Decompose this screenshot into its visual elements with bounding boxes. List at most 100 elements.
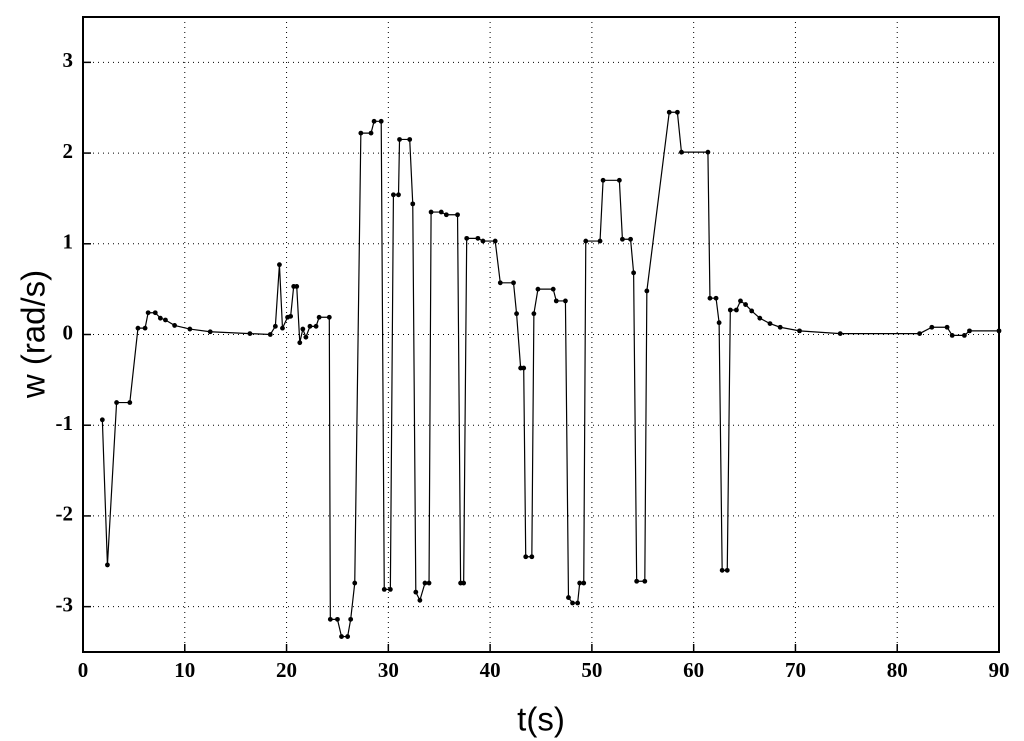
data-point xyxy=(581,580,587,586)
data-point xyxy=(707,295,713,301)
data-point xyxy=(797,328,802,334)
data-point xyxy=(511,280,516,286)
data-point xyxy=(145,310,151,316)
data-point xyxy=(620,236,625,242)
data-point xyxy=(438,209,444,215)
data-point xyxy=(327,616,333,622)
data-point xyxy=(163,317,168,323)
data-point xyxy=(757,315,763,321)
data-point xyxy=(461,580,467,586)
x-tick-label: 80 xyxy=(887,658,908,682)
data-point xyxy=(288,313,294,319)
data-point xyxy=(127,400,133,405)
data-point xyxy=(352,580,358,586)
data-point xyxy=(553,298,559,304)
data-point xyxy=(277,262,282,268)
data-point xyxy=(642,578,648,584)
data-point xyxy=(634,578,640,584)
data-point xyxy=(492,238,498,244)
data-point xyxy=(187,326,193,332)
data-point xyxy=(713,295,719,301)
y-axis-label: w (rad/s) xyxy=(15,270,52,399)
data-point xyxy=(705,149,711,155)
data-point xyxy=(666,109,672,115)
data-point xyxy=(917,331,923,336)
data-point xyxy=(529,554,535,560)
data-point xyxy=(749,308,755,314)
y-tick-label: -1 xyxy=(56,411,74,435)
data-point xyxy=(497,280,503,286)
data-point xyxy=(114,400,119,405)
data-point xyxy=(583,238,589,244)
data-point xyxy=(644,288,650,294)
y-tick-label: 1 xyxy=(63,230,74,254)
data-point xyxy=(358,130,364,136)
data-point xyxy=(300,326,306,332)
data-point xyxy=(378,118,384,124)
data-point xyxy=(767,321,773,327)
data-point xyxy=(719,567,725,573)
data-point xyxy=(316,314,322,320)
data-point xyxy=(674,109,680,115)
data-point xyxy=(443,212,449,218)
x-tick-label: 0 xyxy=(78,658,89,682)
data-point xyxy=(475,235,481,241)
data-point xyxy=(335,616,340,622)
data-point xyxy=(267,332,273,337)
data-point xyxy=(345,634,351,639)
data-point xyxy=(272,323,278,329)
x-tick-label: 90 xyxy=(989,658,1010,682)
data-point xyxy=(531,311,537,317)
data-point xyxy=(777,324,783,330)
data-point xyxy=(381,587,387,592)
data-point xyxy=(313,323,319,329)
data-point xyxy=(391,192,396,198)
data-point xyxy=(422,580,428,586)
x-tick-label: 70 xyxy=(785,658,806,682)
data-point xyxy=(105,562,110,568)
data-point xyxy=(410,201,416,207)
x-tick-label: 20 xyxy=(276,658,297,682)
data-point xyxy=(523,554,529,560)
plot xyxy=(99,109,1002,639)
data-point xyxy=(303,334,309,340)
y-tick-label: 0 xyxy=(63,320,74,344)
data-point xyxy=(577,580,583,586)
data-point xyxy=(387,587,393,592)
data-point xyxy=(371,118,377,124)
data-point xyxy=(734,307,739,313)
data-point xyxy=(99,417,105,423)
data-point xyxy=(514,311,519,317)
data-point xyxy=(550,286,556,292)
data-point xyxy=(566,595,571,600)
data-point xyxy=(455,212,460,218)
data-point xyxy=(152,310,158,316)
data-point xyxy=(135,325,141,331)
data-point xyxy=(628,236,633,242)
data-point xyxy=(172,323,178,328)
data-point xyxy=(600,177,606,183)
data-point xyxy=(142,325,148,331)
ticks: 0 10 20 30 40 50 60 70 80 90 -3 -2 -1 0 1 2 3 xyxy=(56,48,1010,682)
data-point xyxy=(368,130,374,136)
data-point xyxy=(967,328,972,334)
data-point xyxy=(521,365,527,371)
data-point xyxy=(396,192,401,198)
x-tick-label: 30 xyxy=(378,658,399,682)
data-point xyxy=(575,600,581,606)
y-tick-label: 2 xyxy=(63,139,74,163)
data-point xyxy=(307,323,313,329)
data-point xyxy=(616,177,622,183)
data-point xyxy=(326,314,332,320)
data-point xyxy=(348,616,354,622)
data-point xyxy=(929,324,935,330)
data-point xyxy=(464,235,470,241)
x-axis-label: t(s) xyxy=(517,701,565,738)
y-tick-label: 3 xyxy=(63,48,74,72)
data-point xyxy=(743,302,748,307)
data-point xyxy=(397,137,402,142)
data-point xyxy=(837,331,843,336)
data-point xyxy=(407,137,413,142)
